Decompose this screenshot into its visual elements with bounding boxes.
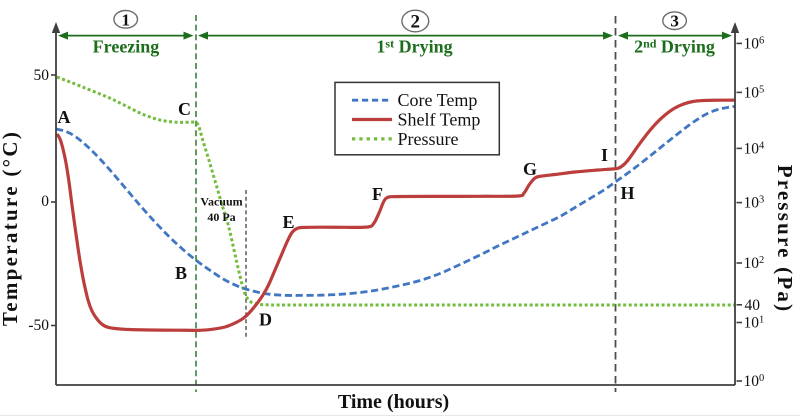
svg-text:50: 50 (34, 67, 50, 84)
svg-text:Temperature (°C): Temperature (°C) (0, 130, 22, 326)
svg-text:40: 40 (745, 297, 761, 314)
svg-text:I: I (601, 145, 608, 165)
svg-text:Freezing: Freezing (93, 37, 160, 57)
svg-text:G: G (523, 159, 537, 179)
svg-text:D: D (259, 310, 272, 330)
svg-text:B: B (175, 263, 187, 283)
svg-text:1: 1 (121, 10, 130, 29)
svg-text:Pressure (Pa): Pressure (Pa) (773, 165, 797, 314)
svg-text:0: 0 (41, 193, 49, 210)
svg-text:F: F (372, 184, 383, 204)
svg-text:E: E (282, 212, 294, 232)
svg-text:-50: -50 (28, 317, 49, 334)
svg-text:1st Drying: 1st Drying (376, 37, 452, 57)
svg-text:Core Temp: Core Temp (398, 90, 478, 110)
svg-text:Time (hours): Time (hours) (338, 391, 449, 413)
svg-text:A: A (58, 107, 71, 127)
svg-text:Pressure: Pressure (398, 129, 459, 149)
svg-text:Shelf Temp: Shelf Temp (398, 110, 481, 130)
svg-text:2: 2 (411, 12, 421, 33)
svg-text:H: H (620, 183, 634, 203)
svg-text:3: 3 (670, 12, 679, 31)
svg-text:Vacuum: Vacuum (200, 195, 242, 209)
svg-text:C: C (178, 99, 191, 119)
svg-text:40 Pa: 40 Pa (207, 210, 235, 224)
